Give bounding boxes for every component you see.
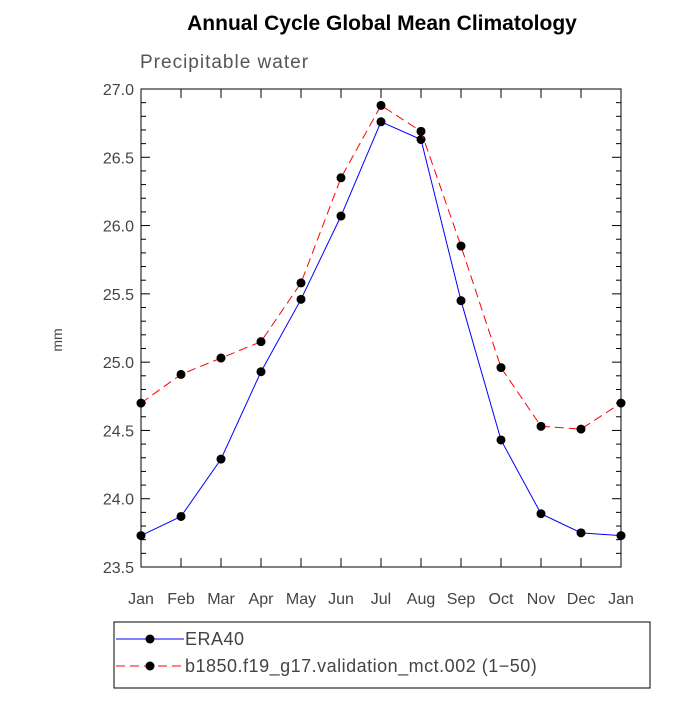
data-point-series-2 [176, 369, 186, 379]
data-point-series-2 [256, 337, 266, 347]
data-point-series-1 [176, 511, 186, 521]
data-point-series-1 [616, 531, 626, 541]
x-tick-label: Dec [567, 591, 595, 608]
plot-area: 23.5 24.0 24.5 25.0 25.5 26.0 26.5 27.0 Jan Feb Ma… [103, 82, 634, 608]
x-tick-label: Jun [328, 591, 354, 608]
x-tick-label: Apr [249, 591, 275, 608]
y-tick-label: 23.5 [103, 560, 134, 577]
series-line-2 [140, 104, 622, 430]
y-tick-label: 24.5 [103, 423, 134, 440]
chart-title: Annual Cycle Global Mean Climatology [187, 12, 577, 35]
data-point-series-2 [616, 398, 626, 408]
x-tick-label: Nov [527, 591, 555, 608]
data-point-series-1 [336, 211, 346, 221]
data-point-series-1 [576, 528, 586, 538]
data-point-series-1 [136, 531, 146, 541]
y-tick-label: 25.0 [103, 355, 134, 372]
x-tick-label: May [286, 591, 316, 608]
data-point-series-1 [456, 296, 466, 306]
data-point-series-2 [296, 278, 306, 288]
data-point-series-2 [576, 424, 586, 434]
data-point-series-1 [256, 367, 266, 377]
x-tick-label: Mar [207, 591, 235, 608]
x-tick-label: Sep [447, 591, 476, 608]
data-point-series-2 [536, 421, 546, 431]
y-tick-label: 26.5 [103, 150, 134, 167]
data-point-series-2 [416, 126, 426, 136]
data-point-series-2 [136, 398, 146, 408]
y-tick-label: 24.0 [103, 492, 134, 509]
chart-subtitle: Precipitable water [140, 52, 309, 73]
legend-marker-1 [145, 634, 155, 644]
x-tick-label: Jan [608, 591, 634, 608]
legend-box [113, 621, 651, 689]
x-tick-label: Jan [128, 591, 154, 608]
legend: ERA40 b1850.f19_g17.validation_mct.002 (1… [113, 621, 651, 689]
y-tick-label: 27.0 [103, 82, 134, 99]
data-point-series-1 [416, 135, 426, 145]
data-point-series-2 [216, 353, 226, 363]
y-axis-label: mm [49, 328, 65, 351]
data-point-series-1 [376, 117, 386, 127]
x-tick-label: Jul [371, 591, 391, 608]
data-point-series-2 [336, 173, 346, 183]
data-point-series-1 [296, 294, 306, 304]
plot-frame [140, 88, 622, 568]
series-line-1 [140, 121, 622, 537]
data-point-series-1 [536, 509, 546, 519]
y-tick-label: 26.0 [103, 219, 134, 236]
legend-label-2: b1850.f19_g17.validation_mct.002 (1−50) [185, 656, 537, 677]
y-tick-label: 25.5 [103, 287, 134, 304]
x-tick-label: Aug [407, 591, 435, 608]
x-tick-label: Feb [167, 591, 195, 608]
legend-marker-2 [145, 661, 155, 671]
data-point-series-1 [216, 454, 226, 464]
legend-label-1: ERA40 [185, 629, 245, 649]
data-point-series-2 [496, 363, 506, 373]
data-point-series-2 [376, 100, 386, 110]
data-point-series-1 [496, 435, 506, 445]
x-tick-label: Oct [489, 591, 514, 608]
data-point-series-2 [456, 241, 466, 251]
